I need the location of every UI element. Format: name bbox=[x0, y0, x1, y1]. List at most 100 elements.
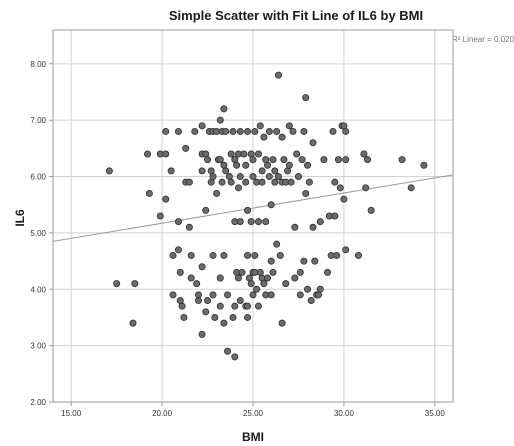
data-point bbox=[185, 223, 193, 231]
data-point bbox=[251, 251, 259, 259]
data-point bbox=[156, 212, 164, 220]
data-point bbox=[204, 297, 212, 305]
data-point bbox=[354, 251, 362, 259]
data-point bbox=[238, 268, 246, 276]
data-point bbox=[276, 251, 284, 259]
data-point bbox=[247, 280, 255, 288]
data-point bbox=[278, 133, 286, 141]
data-point bbox=[336, 184, 344, 192]
y-tick-label: 6.00 bbox=[30, 173, 46, 182]
data-point bbox=[180, 313, 188, 321]
data-point bbox=[360, 150, 368, 158]
x-tick-label: 25.00 bbox=[243, 409, 264, 418]
data-point bbox=[236, 173, 244, 181]
data-point bbox=[249, 291, 257, 299]
data-point bbox=[220, 105, 228, 113]
data-point bbox=[174, 246, 182, 254]
data-point bbox=[329, 127, 337, 135]
data-point bbox=[216, 302, 224, 310]
data-point bbox=[316, 285, 324, 293]
data-point bbox=[298, 156, 306, 164]
data-point bbox=[198, 263, 206, 271]
data-point bbox=[320, 156, 328, 164]
data-point bbox=[251, 127, 259, 135]
data-point bbox=[273, 127, 281, 135]
data-point bbox=[233, 161, 241, 169]
data-point bbox=[267, 257, 275, 265]
data-point bbox=[129, 319, 137, 327]
x-axis-ticks: 15.00 20.00 25.00 30.00 35.00 bbox=[61, 402, 445, 418]
data-point bbox=[218, 178, 226, 186]
x-tick-label: 20.00 bbox=[152, 409, 173, 418]
data-point bbox=[249, 156, 257, 164]
data-point bbox=[234, 274, 242, 282]
data-point bbox=[162, 195, 170, 203]
data-point bbox=[240, 150, 248, 158]
data-point bbox=[271, 178, 279, 186]
data-point bbox=[216, 156, 224, 164]
data-point bbox=[145, 189, 153, 197]
data-point bbox=[209, 291, 217, 299]
data-point bbox=[398, 156, 406, 164]
chart-title: Simple Scatter with Fit Line of IL6 by B… bbox=[169, 8, 423, 23]
data-point bbox=[307, 297, 315, 305]
data-point bbox=[362, 184, 370, 192]
data-point bbox=[342, 127, 350, 135]
data-point bbox=[254, 302, 262, 310]
data-point bbox=[162, 127, 170, 135]
data-point bbox=[234, 184, 242, 192]
data-point bbox=[291, 274, 299, 282]
data-point bbox=[274, 71, 282, 79]
data-point bbox=[236, 127, 244, 135]
y-axis-label: IL6 bbox=[13, 209, 27, 227]
data-point bbox=[258, 178, 266, 186]
data-point bbox=[242, 161, 250, 169]
data-point bbox=[280, 156, 288, 164]
data-point bbox=[309, 139, 317, 147]
data-point bbox=[254, 218, 262, 226]
data-point bbox=[340, 195, 348, 203]
data-point bbox=[178, 302, 186, 310]
data-point bbox=[242, 178, 250, 186]
linear-fit-line bbox=[52, 174, 454, 242]
data-point bbox=[302, 94, 310, 102]
data-point bbox=[331, 212, 339, 220]
data-point bbox=[174, 218, 182, 226]
data-point bbox=[256, 122, 264, 130]
data-point bbox=[236, 218, 244, 226]
data-point bbox=[282, 280, 290, 288]
data-point bbox=[187, 274, 195, 282]
data-point bbox=[202, 308, 210, 316]
data-point bbox=[198, 330, 206, 338]
data-point bbox=[182, 144, 190, 152]
data-point bbox=[304, 161, 312, 169]
data-point bbox=[213, 189, 221, 197]
data-point bbox=[191, 127, 199, 135]
data-point bbox=[273, 240, 281, 248]
data-point bbox=[305, 178, 313, 186]
data-point bbox=[244, 302, 252, 310]
data-point bbox=[247, 218, 255, 226]
x-axis-label: BMI bbox=[242, 430, 264, 444]
data-point bbox=[264, 274, 272, 282]
data-point bbox=[294, 173, 302, 181]
data-point bbox=[244, 313, 252, 321]
data-point bbox=[254, 150, 262, 158]
data-point bbox=[231, 302, 239, 310]
data-point bbox=[278, 319, 286, 327]
data-point bbox=[342, 156, 350, 164]
data-point bbox=[291, 223, 299, 231]
data-point bbox=[269, 268, 277, 276]
data-point bbox=[202, 206, 210, 214]
data-point bbox=[204, 156, 212, 164]
data-point bbox=[231, 353, 239, 361]
data-point bbox=[267, 201, 275, 209]
data-point bbox=[269, 156, 277, 164]
data-point bbox=[300, 257, 308, 265]
data-point bbox=[198, 122, 206, 130]
data-point bbox=[262, 218, 270, 226]
data-point bbox=[220, 319, 228, 327]
data-point bbox=[229, 127, 237, 135]
grid-lines bbox=[53, 30, 453, 403]
